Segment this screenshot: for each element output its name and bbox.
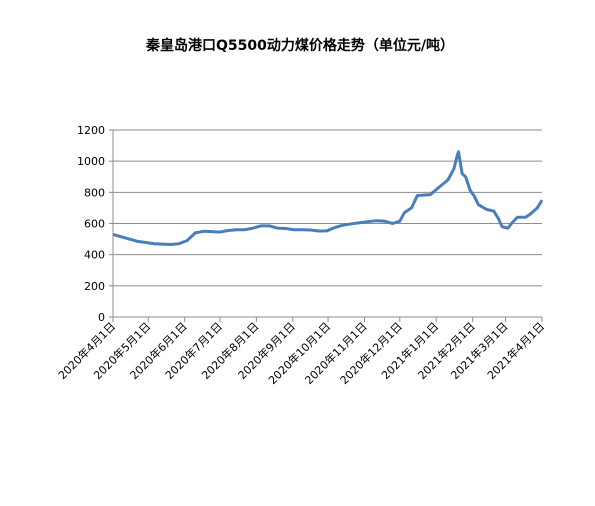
y-tick-label: 0 bbox=[98, 311, 105, 324]
y-tick-label: 1200 bbox=[77, 124, 105, 137]
x-tick-label: 2020年10月1日 bbox=[265, 319, 333, 387]
series-line bbox=[112, 150, 544, 247]
x-tick-label: 2020年11月1日 bbox=[302, 319, 370, 387]
y-tick-label: 800 bbox=[84, 186, 105, 199]
y-tick-label: 600 bbox=[84, 218, 105, 231]
chart-title: 秦皇岛港口Q5500动力煤价格走势（单位元/吨） bbox=[145, 37, 454, 54]
x-tick-label: 2020年12月1日 bbox=[337, 319, 405, 387]
y-tick-label: 200 bbox=[84, 280, 105, 293]
y-tick-label: 1000 bbox=[77, 155, 105, 168]
y-tick-label: 400 bbox=[84, 249, 105, 262]
